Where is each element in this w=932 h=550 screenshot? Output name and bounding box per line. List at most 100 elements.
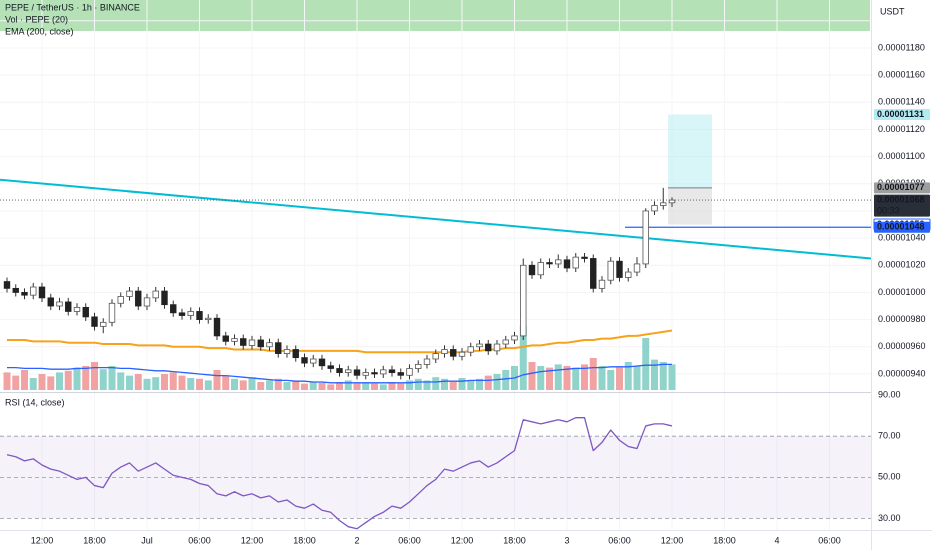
candle-body bbox=[283, 349, 291, 354]
candle-body bbox=[135, 290, 142, 307]
candle-body bbox=[3, 281, 11, 289]
x-tick-label: Jul bbox=[141, 535, 153, 545]
volume-bar bbox=[449, 382, 457, 390]
candle-body bbox=[56, 301, 63, 307]
volume-bar bbox=[47, 376, 55, 390]
volume-bar bbox=[169, 372, 177, 390]
y-tick-label: 0.00000960 bbox=[878, 341, 926, 351]
volume-bar bbox=[29, 378, 37, 390]
volume-bar bbox=[563, 366, 571, 390]
candle-body bbox=[493, 343, 501, 352]
y-tick-label: 0.00000940 bbox=[878, 368, 926, 378]
candle-body bbox=[318, 358, 326, 367]
candle-body bbox=[476, 343, 483, 348]
candle-body bbox=[406, 368, 413, 376]
volume-bar bbox=[388, 382, 396, 390]
volume-bar bbox=[668, 364, 676, 390]
y-tick-label: 0.00001040 bbox=[878, 232, 926, 242]
candle-body bbox=[30, 286, 37, 296]
x-tick-label: 18:00 bbox=[83, 535, 106, 545]
candle-body bbox=[563, 259, 571, 269]
candle-body bbox=[100, 321, 107, 327]
y-tick-label: 0.00001140 bbox=[878, 97, 925, 107]
candle-body bbox=[275, 342, 282, 354]
candle-body bbox=[336, 368, 343, 373]
volume-bar bbox=[21, 370, 28, 390]
candle-body bbox=[187, 311, 194, 316]
plot-area bbox=[0, 20, 875, 530]
ema-label: EMA (200, close) bbox=[5, 26, 74, 36]
volume-bar bbox=[458, 378, 466, 390]
price-marker bbox=[874, 194, 930, 217]
x-tick-label: 06:00 bbox=[608, 535, 631, 545]
candle-body bbox=[292, 349, 299, 359]
x-tick-label: 12:00 bbox=[451, 535, 474, 545]
candle-body bbox=[12, 287, 19, 293]
currency: USDT bbox=[880, 6, 905, 16]
candle-body bbox=[362, 372, 369, 376]
candle-body bbox=[397, 372, 404, 376]
position-target bbox=[668, 114, 712, 188]
candle-body bbox=[21, 292, 28, 296]
candle-body bbox=[502, 339, 509, 345]
candle-body bbox=[170, 304, 177, 314]
volume-label: Vol · PEPE (20) bbox=[5, 14, 68, 24]
volume-bar bbox=[3, 372, 11, 390]
candle-body bbox=[240, 338, 247, 346]
volume-bar bbox=[414, 378, 422, 390]
volume-bar bbox=[99, 369, 107, 390]
currency-box bbox=[872, 0, 932, 26]
candle-body bbox=[380, 369, 387, 375]
volume-bar bbox=[134, 374, 142, 390]
candle-body bbox=[388, 369, 396, 373]
candle-body bbox=[590, 258, 597, 289]
volume-bar bbox=[344, 380, 352, 390]
volume-bar bbox=[82, 366, 90, 390]
candle-body bbox=[607, 260, 614, 281]
y-tick-label: 0.00001100 bbox=[878, 151, 925, 161]
volume-bar bbox=[353, 383, 361, 390]
candle-body bbox=[415, 364, 422, 369]
volume-bar bbox=[379, 384, 387, 390]
volume-bar bbox=[161, 374, 168, 390]
volume-bar bbox=[432, 377, 440, 390]
volume-bar bbox=[64, 370, 72, 390]
volume-bar bbox=[143, 378, 151, 390]
volume-bar bbox=[537, 366, 545, 390]
volume-bar bbox=[266, 380, 273, 390]
candle-body bbox=[38, 286, 46, 299]
candle-body bbox=[572, 256, 579, 269]
candle-body bbox=[441, 349, 448, 354]
volume-bar bbox=[423, 380, 431, 390]
volume-bar bbox=[117, 372, 125, 390]
candle-body bbox=[248, 339, 256, 346]
trendline bbox=[0, 178, 872, 260]
candle-body bbox=[458, 351, 466, 357]
candle-body bbox=[231, 338, 238, 342]
volume-bar bbox=[362, 382, 370, 390]
volume-bar bbox=[336, 382, 343, 390]
volume-bar bbox=[274, 378, 282, 390]
rsi-tick-label: 50.00 bbox=[878, 472, 901, 482]
price-axis bbox=[871, 0, 932, 530]
volume-bar bbox=[572, 367, 580, 390]
candle-body bbox=[371, 372, 378, 375]
volume-bar bbox=[484, 375, 492, 390]
candle-body bbox=[301, 357, 308, 364]
volume-bar bbox=[502, 370, 510, 390]
volume-bar bbox=[204, 380, 212, 390]
position-stop bbox=[668, 187, 712, 225]
x-tick-label: 12:00 bbox=[241, 535, 264, 545]
price-marker-label: 0.00001068 bbox=[877, 194, 925, 204]
candle-body bbox=[625, 271, 632, 278]
candle-body bbox=[651, 205, 658, 212]
price-axis-labels: 0.000012000.000011800.000011600.00001140… bbox=[873, 15, 931, 523]
volume-bar bbox=[231, 378, 238, 390]
volume-bar bbox=[196, 378, 203, 390]
x-tick-label: 12:00 bbox=[661, 535, 684, 545]
candle-body bbox=[178, 312, 186, 316]
y-tick-label: 0.00001020 bbox=[878, 260, 926, 270]
x-tick-label: 06:00 bbox=[818, 535, 841, 545]
rsi-tick-label: 70.00 bbox=[878, 431, 901, 441]
